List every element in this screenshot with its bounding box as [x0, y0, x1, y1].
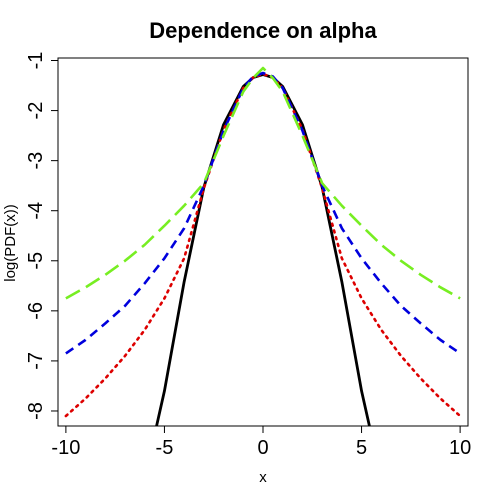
- x-tick-label: -5: [156, 437, 174, 459]
- series-group: [64, 66, 462, 426]
- chart-title: Dependence on alpha: [149, 18, 377, 43]
- y-tick-label: -8: [25, 402, 47, 420]
- y-tick-label: -2: [25, 102, 47, 120]
- series-line-2: [64, 72, 462, 418]
- y-tick-label: -1: [25, 52, 47, 70]
- y-tick-label: -3: [25, 152, 47, 170]
- y-tick-label: -7: [25, 352, 47, 370]
- x-tick-label: 5: [356, 437, 367, 459]
- y-axis: -8 -7 -6 -5 -4 -3 -2 -1: [25, 52, 58, 420]
- y-tick-label: -6: [25, 302, 47, 320]
- x-tick-label: 0: [257, 437, 268, 459]
- series-line-3: [65, 71, 461, 355]
- y-tick-label: -4: [25, 202, 47, 220]
- series-line-1: [155, 73, 371, 426]
- x-tick-label: 10: [449, 437, 471, 459]
- series-line-4: [65, 66, 461, 300]
- plot-frame: [57, 57, 469, 427]
- y-axis-label: log(PDF(x)): [2, 204, 19, 282]
- x-axis-label: x: [259, 469, 267, 486]
- x-axis: -10 -5 0 5 10: [51, 425, 471, 459]
- x-tick-label: -10: [51, 437, 80, 459]
- y-tick-label: -5: [25, 252, 47, 270]
